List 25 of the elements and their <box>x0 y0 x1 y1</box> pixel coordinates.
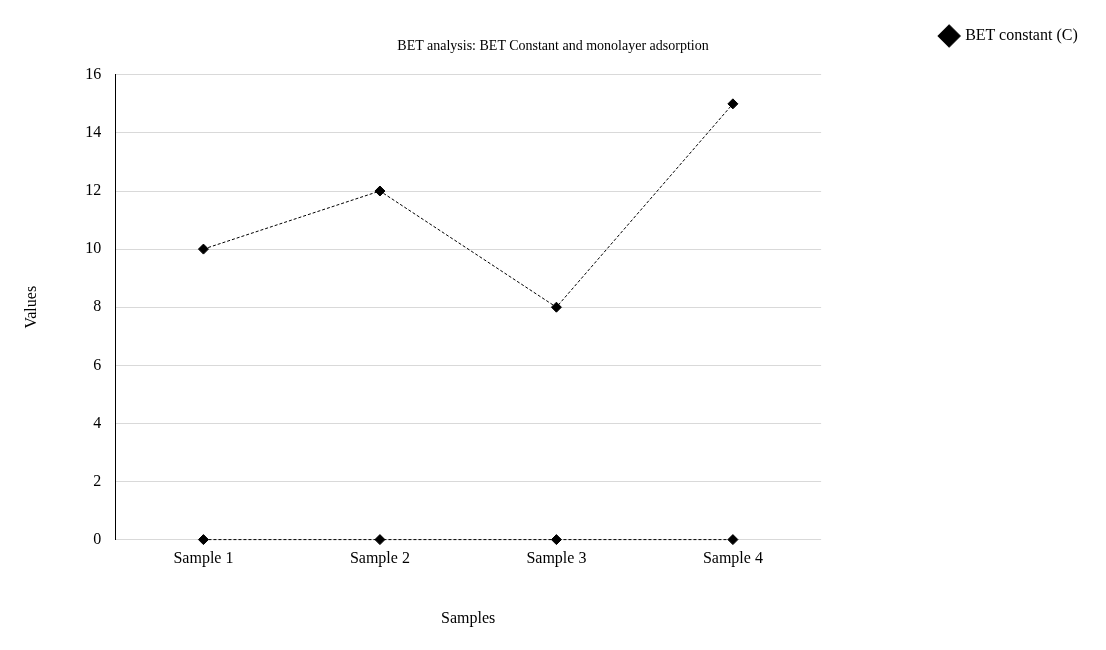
y-tick-label: 14 <box>85 123 102 141</box>
chart-title: BET analysis: BET Constant and monolayer adsorption <box>397 38 709 54</box>
y-tick-label: 6 <box>93 355 102 373</box>
point <box>197 243 209 255</box>
y-axis-title: Values <box>21 285 39 329</box>
point <box>374 534 386 546</box>
y-tick-label: 10 <box>85 239 102 257</box>
x-tick-label: Sample 3 <box>526 549 587 568</box>
y-tick-label: 8 <box>93 297 102 315</box>
point <box>550 534 562 546</box>
y-tick-label: 2 <box>93 471 102 489</box>
x-tick-label: Sample 2 <box>349 549 410 568</box>
point <box>727 98 739 110</box>
y-tick-label: 12 <box>85 181 102 199</box>
point <box>374 185 386 197</box>
y-tick-label: 0 <box>93 529 102 547</box>
y-tick-label: 16 <box>85 65 102 82</box>
x-tick-label: Sample 4 <box>702 549 763 568</box>
point <box>550 301 562 313</box>
point <box>197 534 209 546</box>
legend-label: BET constant (C) <box>965 26 1078 45</box>
point <box>727 534 739 546</box>
x-axis-title: Samples <box>441 608 496 627</box>
y-tick-label: 4 <box>93 413 102 431</box>
x-tick-label: Sample 1 <box>173 549 234 568</box>
